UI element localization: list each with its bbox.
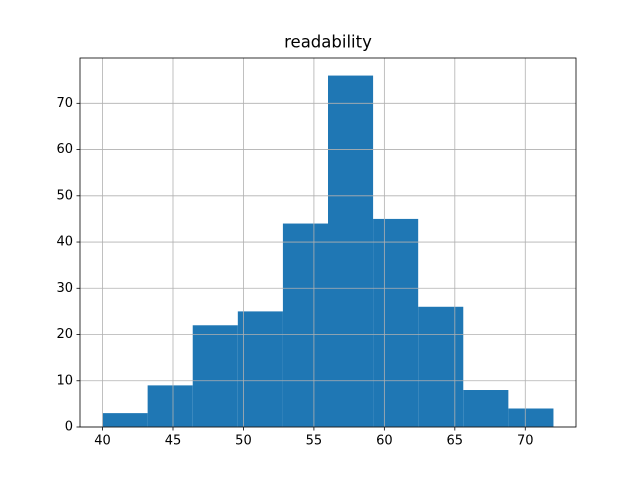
- bar: [463, 390, 509, 427]
- x-tick-label: 65: [447, 434, 464, 449]
- bar: [282, 223, 328, 427]
- axes-frame: [79, 57, 577, 428]
- y-tick-label: 50: [56, 188, 73, 203]
- bar: [147, 385, 193, 427]
- chart-title: readability: [284, 33, 372, 52]
- bar: [328, 75, 374, 428]
- bar: [373, 218, 419, 427]
- y-tick-label: 30: [56, 281, 73, 296]
- x-tick-label: 50: [235, 434, 252, 449]
- bar: [192, 325, 238, 427]
- y-tick-label: 60: [56, 142, 73, 157]
- x-tick-label: 45: [165, 434, 182, 449]
- y-tick-label: 20: [56, 327, 73, 342]
- bar: [237, 311, 283, 427]
- bar: [508, 408, 554, 427]
- x-tick-label: 40: [94, 434, 111, 449]
- x-tick-label: 70: [517, 434, 534, 449]
- x-tick-label: 60: [376, 434, 393, 449]
- y-tick-label: 0: [65, 420, 73, 435]
- bar: [418, 306, 464, 427]
- y-tick-label: 10: [56, 373, 73, 388]
- bar: [102, 413, 148, 427]
- y-tick-label: 40: [56, 235, 73, 250]
- y-tick-label: 70: [56, 96, 73, 111]
- x-tick-label: 55: [306, 434, 323, 449]
